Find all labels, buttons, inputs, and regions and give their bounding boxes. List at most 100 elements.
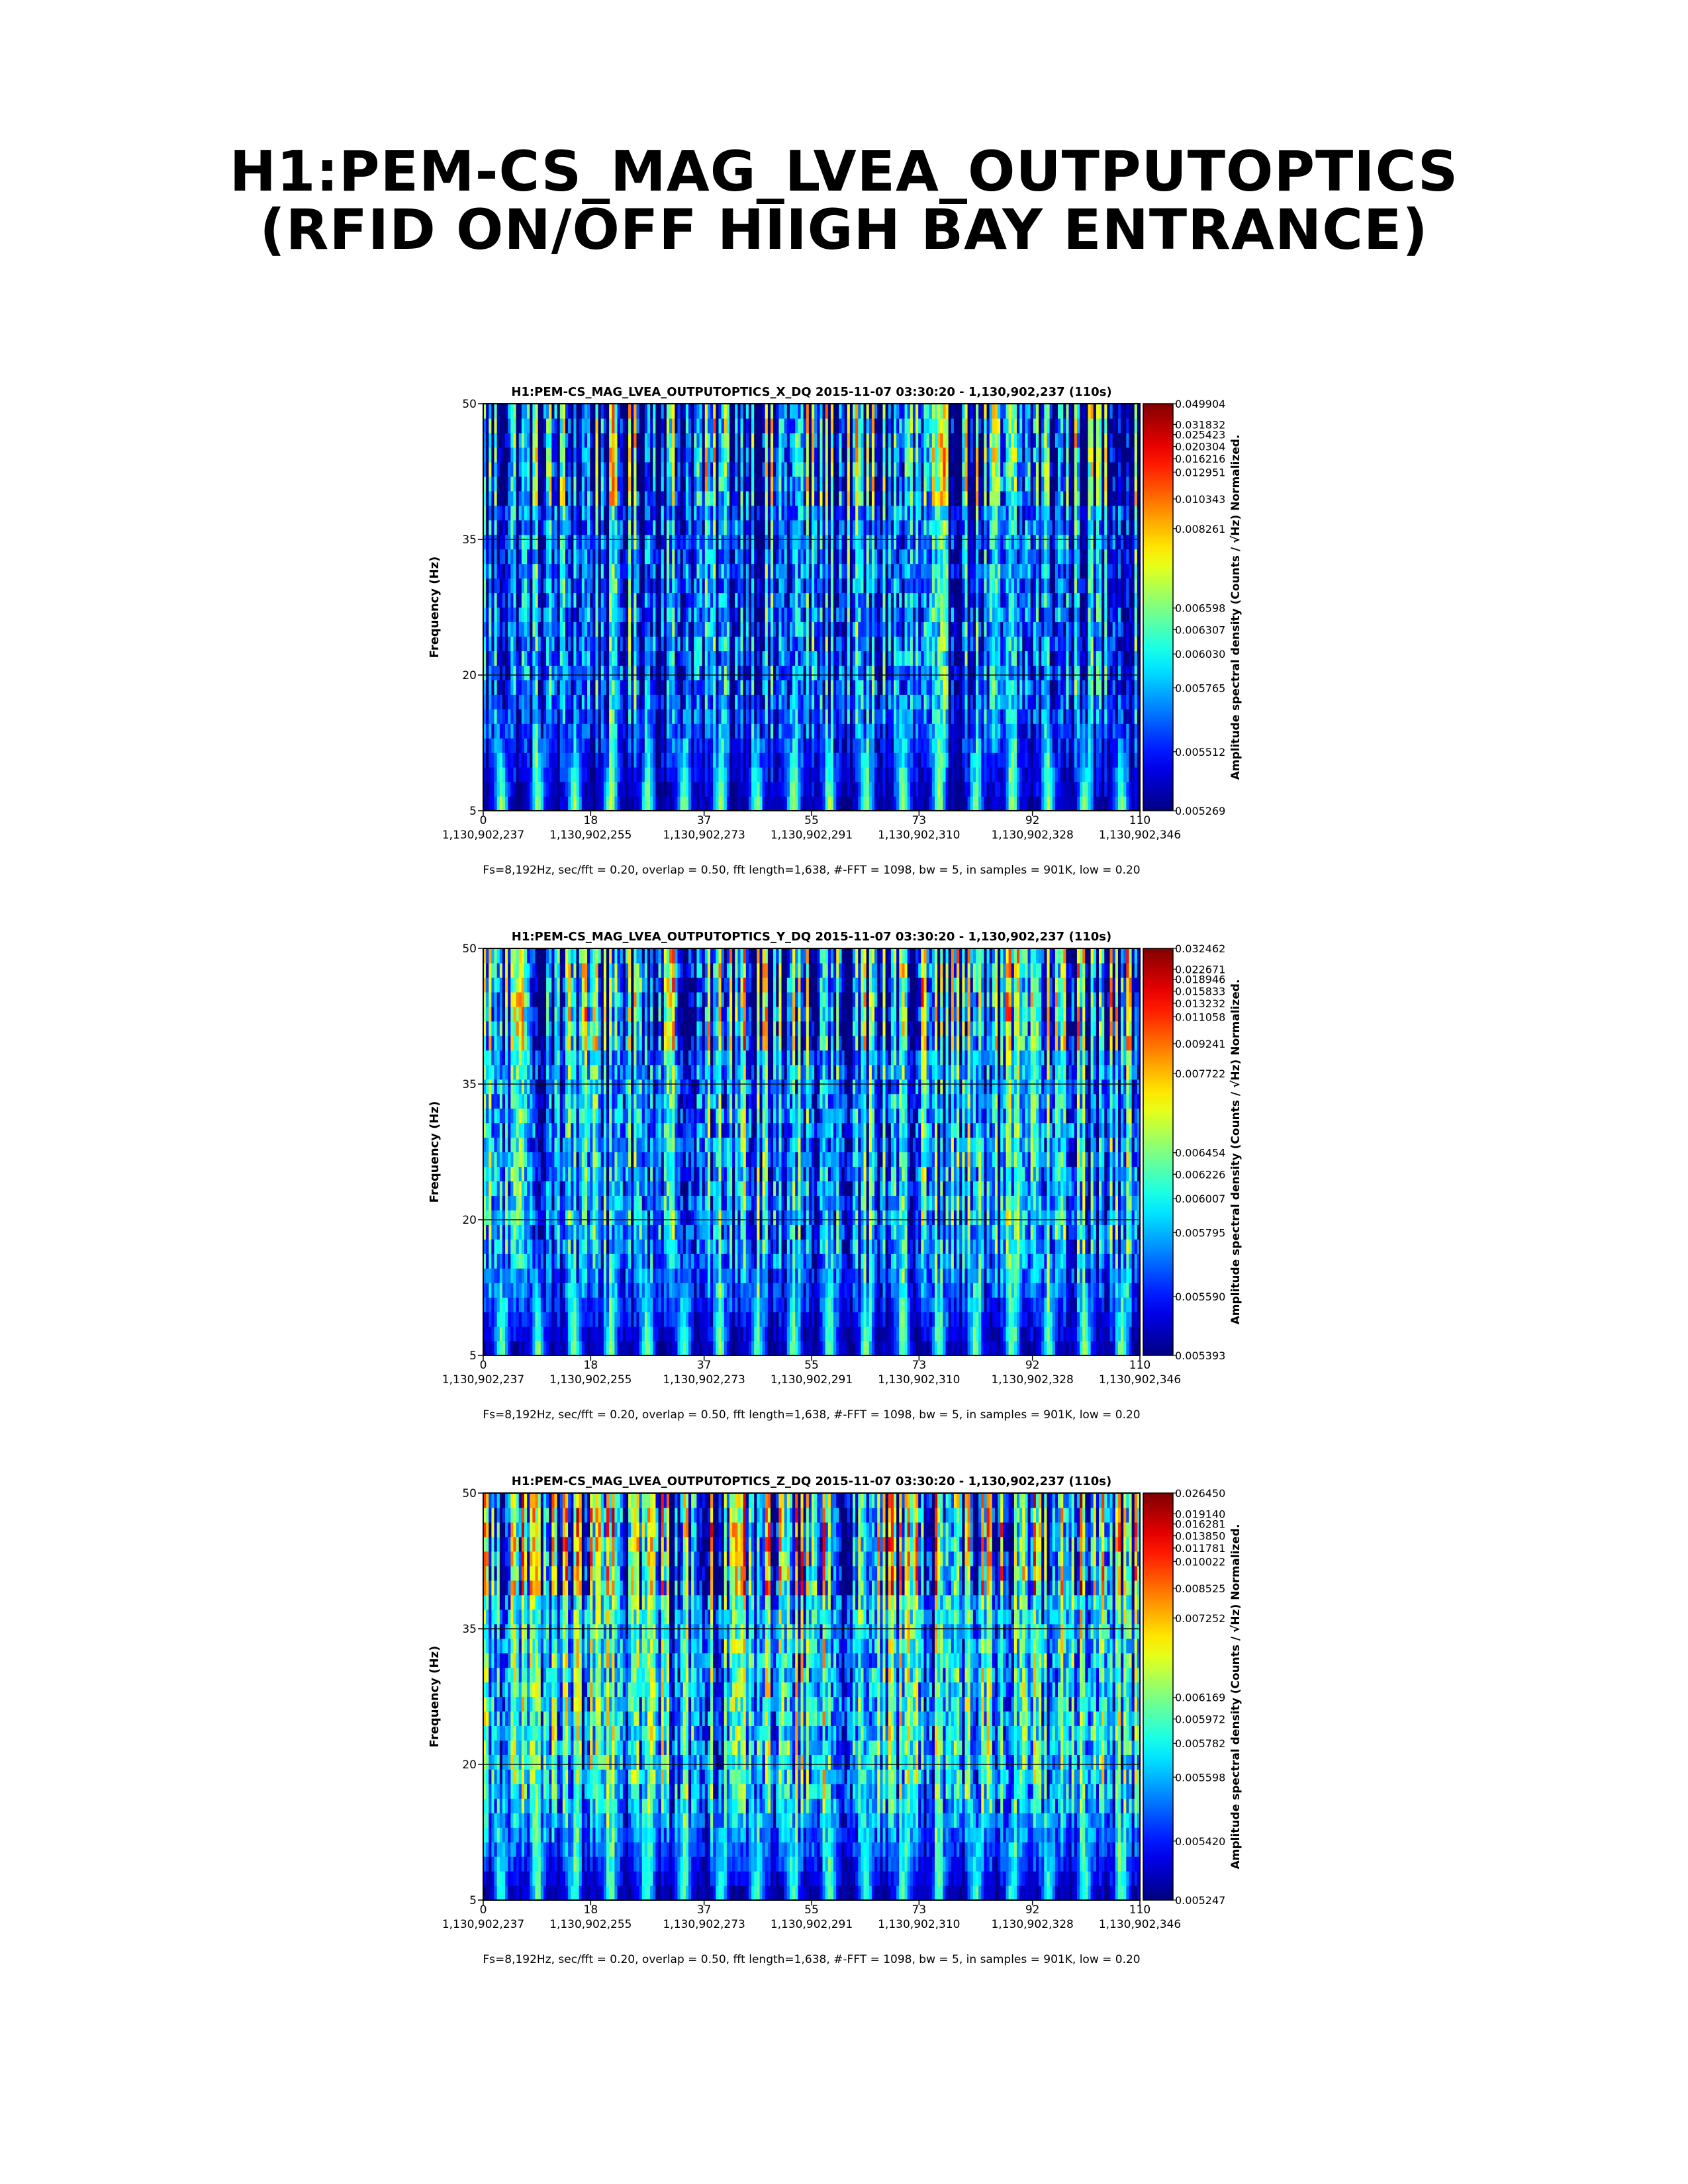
heatmap-cell: [699, 418, 703, 433]
heatmap-cell: [559, 578, 563, 594]
heatmap-cell: [527, 796, 530, 811]
heatmap-cell: [858, 490, 861, 506]
heatmap-cell: [546, 767, 549, 782]
heatmap-cell: [748, 680, 752, 695]
heatmap-cell: [957, 752, 960, 768]
heatmap-cell: [822, 404, 826, 419]
heatmap-cell: [549, 520, 552, 535]
heatmap-cell: [888, 549, 892, 565]
heatmap-cell: [806, 418, 810, 433]
heatmap-cell: [855, 694, 859, 709]
heatmap-cell: [644, 505, 648, 521]
heatmap-cell: [675, 578, 679, 594]
heatmap-cell: [650, 680, 653, 695]
heatmap-cell: [609, 418, 612, 433]
heatmap-cell: [581, 651, 585, 666]
heatmap-cell: [644, 767, 648, 782]
heatmap-cell: [655, 767, 659, 782]
heatmap-cell: [682, 767, 686, 782]
heatmap-cell: [937, 636, 941, 651]
heatmap-cell: [778, 709, 782, 724]
heatmap-cell: [726, 694, 730, 709]
heatmap-cell: [592, 694, 596, 709]
heatmap-cell: [510, 520, 514, 535]
heatmap-cell: [518, 680, 522, 695]
heatmap-cell: [926, 490, 930, 506]
heatmap-cell: [598, 636, 602, 651]
heatmap-cell: [732, 549, 735, 565]
heatmap-cell: [644, 476, 648, 492]
heatmap-cell: [631, 490, 634, 506]
heatmap-cell: [704, 578, 708, 594]
heatmap-cell: [776, 578, 779, 594]
heatmap-cell: [540, 738, 544, 753]
heatmap-cell: [836, 490, 839, 506]
heatmap-cell: [877, 738, 880, 753]
heatmap-cell: [579, 520, 583, 535]
heatmap-cell: [502, 534, 506, 550]
heatmap-cell: [718, 549, 722, 565]
heatmap-cell: [959, 505, 962, 521]
heatmap-cell: [729, 490, 733, 506]
heatmap-cell: [907, 752, 911, 768]
heatmap-cell: [863, 490, 867, 506]
heatmap-cell: [644, 709, 648, 724]
heatmap-cell: [921, 680, 925, 695]
heatmap-cell: [798, 505, 802, 521]
heatmap-cell: [518, 607, 522, 623]
heatmap-cell: [721, 782, 725, 797]
heatmap-cell: [890, 520, 894, 535]
heatmap-cell: [773, 694, 776, 709]
heatmap-cell: [622, 534, 626, 550]
heatmap-cell: [888, 796, 892, 811]
heatmap-cell: [551, 490, 555, 506]
heatmap-cell: [625, 490, 629, 506]
heatmap-cell: [699, 447, 703, 463]
heatmap-cell: [562, 534, 566, 550]
heatmap-cell: [894, 651, 897, 666]
heatmap-cell: [786, 680, 790, 695]
heatmap-cell: [899, 665, 902, 680]
heatmap-cell: [568, 738, 571, 753]
heatmap-cell: [713, 796, 716, 811]
heatmap-cell: [953, 752, 957, 768]
heatmap-cell: [937, 490, 941, 506]
heatmap-cell: [546, 723, 549, 739]
heatmap-cell: [735, 592, 738, 608]
heatmap-cell: [685, 767, 689, 782]
heatmap-cell: [658, 782, 662, 797]
heatmap-cell: [518, 476, 522, 492]
heatmap-cell: [902, 767, 906, 782]
heatmap-cell: [812, 447, 815, 463]
heatmap-cell: [729, 621, 733, 637]
heatmap-cell: [759, 490, 763, 506]
heatmap-cell: [830, 490, 834, 506]
heatmap-cell: [817, 796, 820, 811]
heatmap-cell: [636, 709, 640, 724]
heatmap-cell: [600, 782, 604, 797]
heatmap-cell: [650, 520, 653, 535]
heatmap-cell: [576, 505, 580, 521]
heatmap-cell: [483, 505, 487, 521]
heatmap-cell: [808, 796, 812, 811]
heatmap-cell: [491, 680, 495, 695]
heatmap-cell: [874, 796, 878, 811]
heatmap-cell: [762, 694, 766, 709]
heatmap-cell: [912, 723, 916, 739]
heatmap-cell: [910, 563, 914, 579]
heatmap-cell: [899, 418, 902, 433]
heatmap-cell: [521, 767, 525, 782]
heatmap-cell: [853, 752, 856, 768]
heatmap-cell: [800, 680, 804, 695]
heatmap-cell: [573, 404, 577, 419]
heatmap-cell: [696, 651, 700, 666]
heatmap-cell: [663, 709, 667, 724]
heatmap-cell: [724, 563, 727, 579]
heatmap-cell: [505, 476, 508, 492]
heatmap-cell: [751, 680, 755, 695]
heatmap-cell: [855, 621, 859, 637]
heatmap-cell: [841, 651, 845, 666]
heatmap-cell: [655, 738, 659, 753]
heatmap-cell: [844, 782, 848, 797]
heatmap-cell: [521, 520, 525, 535]
